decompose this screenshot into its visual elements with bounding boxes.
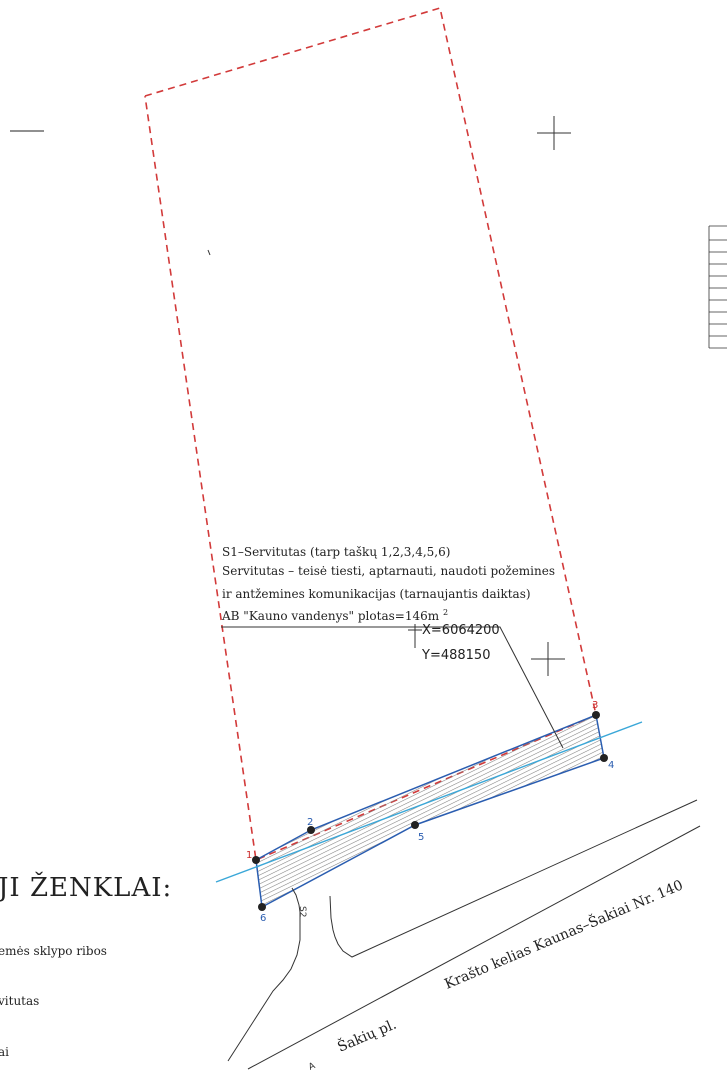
servitude-annotation: S1–Servitutas (tarp taškų 1,2,3,4,5,6) S… <box>221 545 555 623</box>
driveway-left-edge <box>227 887 301 1062</box>
legend-title: JI ŽENKLAI: <box>0 871 172 903</box>
annotation-line-4: AB "Kauno vandenys" plotas=146m 2 <box>221 608 448 623</box>
point-marker-4 <box>600 754 608 762</box>
partial-table <box>708 225 727 349</box>
parcel-boundary <box>144 6 597 862</box>
driveway-mark: S2 <box>297 906 307 917</box>
stray-mark <box>207 249 211 256</box>
point-marker-2 <box>307 826 315 834</box>
annotation-line-2: Servitutas – teisė tiesti, aptarnauti, n… <box>222 564 555 578</box>
legend: JI ŽENKLAI: emės sklypo ribos vitutas ai <box>0 871 172 1059</box>
annotation-line-3: ir antžemines komunikacijas (tarnaujanti… <box>222 587 531 601</box>
road-edge-upper <box>329 799 698 958</box>
point-label-4: 4 <box>608 760 614 771</box>
road-lines <box>227 799 701 1070</box>
road-mark-a: A <box>307 1061 317 1073</box>
grid-cross-icon <box>531 642 565 676</box>
road-label-street: Šakių pl. <box>335 1015 399 1056</box>
legend-item-servitude: vitutas <box>0 994 39 1008</box>
point-label-1: 1 <box>246 850 252 861</box>
point-label-3: 3 <box>592 700 598 711</box>
road-edge-lower <box>247 825 701 1070</box>
grid-coordinate-x: X=6064200 <box>422 623 500 638</box>
point-marker-6 <box>258 903 266 911</box>
legend-item-third: ai <box>0 1045 9 1059</box>
grid-cross-icon <box>408 624 422 648</box>
annotation-line-1: S1–Servitutas (tarp taškų 1,2,3,4,5,6) <box>222 545 450 559</box>
point-marker-5 <box>411 821 419 829</box>
water-pipe-line <box>215 721 643 883</box>
legend-item-parcel-boundary: emės sklypo ribos <box>0 944 107 958</box>
point-marker-3 <box>592 711 600 719</box>
point-marker-1 <box>252 856 260 864</box>
point-label-2: 2 <box>307 817 313 828</box>
point-markers <box>252 711 608 911</box>
point-label-5: 5 <box>418 832 424 843</box>
annotation-area-superscript: 2 <box>443 608 448 617</box>
servitude-area <box>255 713 605 909</box>
grid-coordinate-y: Y=488150 <box>421 648 490 663</box>
road-label-main: Krašto kelias Kaunas–Šakiai Nr. 140 <box>442 876 686 993</box>
annotation-leader <box>221 626 564 749</box>
point-label-6: 6 <box>260 913 266 924</box>
annotation-area-text: AB "Kauno vandenys" plotas=146m <box>221 609 440 623</box>
grid-cross-icon <box>537 116 571 150</box>
